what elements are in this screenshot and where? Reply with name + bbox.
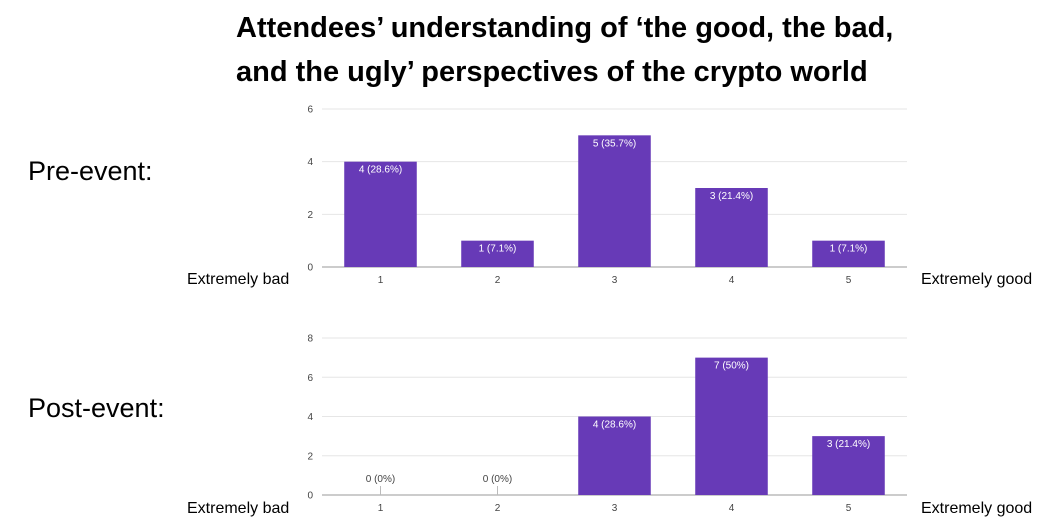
pre-x-tick-label-1: 1 [378, 275, 384, 286]
pre-data-label-3: 5 (35.7%) [593, 138, 636, 149]
pre-bar-5 [812, 240, 885, 267]
post-event-label: Post-event: [28, 393, 165, 423]
pre-x-tick-label-2: 2 [495, 275, 501, 286]
post-data-label-3: 4 (28.6%) [593, 420, 636, 431]
pre-y-tick-label: 6 [307, 105, 313, 116]
pre-x-tick-label-3: 3 [612, 275, 618, 286]
pre-data-label-4: 3 (21.4%) [710, 191, 753, 202]
post-x-tick-label-5: 5 [846, 503, 852, 514]
pre-low-scale-label: Extremely bad [187, 271, 290, 288]
pre-x-tick-label-4: 4 [729, 275, 735, 286]
chart-title-line-1: Attendees’ understanding of ‘the good, t… [236, 12, 894, 44]
post-bar-5 [812, 436, 885, 495]
pre-bar-1 [344, 161, 417, 267]
post-x-tick-label-1: 1 [378, 503, 384, 514]
post-data-label-4: 7 (50%) [714, 361, 749, 372]
post-data-label-2: 0 (0%) [483, 474, 512, 485]
chart-title-line-2: and the ugly’ perspectives of the crypto… [236, 56, 868, 88]
pre-y-tick-label: 2 [307, 210, 313, 221]
post-x-tick-label-2: 2 [495, 503, 501, 514]
pre-bar-4 [695, 188, 768, 267]
pre-high-scale-label: Extremely good [921, 271, 1033, 288]
post-bar-3 [578, 416, 651, 495]
post-high-scale-label: Extremely good [921, 500, 1033, 517]
post-bar-4 [695, 357, 768, 495]
post-data-label-1: 0 (0%) [366, 474, 395, 485]
post-data-label-5: 3 (21.4%) [827, 439, 870, 450]
chart-title: Attendees’ understanding of ‘the good, t… [236, 6, 1036, 94]
post-x-tick-label-4: 4 [729, 503, 735, 514]
pre-y-tick-label: 4 [307, 157, 313, 168]
pre-data-label-5: 1 (7.1%) [830, 244, 868, 255]
pre-y-tick-label: 0 [307, 263, 313, 274]
post-low-scale-label: Extremely bad [187, 500, 290, 517]
post-y-tick-label: 0 [307, 491, 313, 502]
post-y-tick-label: 2 [307, 451, 313, 462]
pre-bar-2 [461, 240, 534, 267]
post-y-tick-label: 6 [307, 373, 313, 384]
pre-data-label-1: 4 (28.6%) [359, 165, 402, 176]
pre-data-label-2: 1 (7.1%) [479, 244, 517, 255]
post-x-tick-label-3: 3 [612, 503, 618, 514]
post-y-tick-label: 4 [307, 412, 313, 423]
pre-x-tick-label-5: 5 [846, 275, 852, 286]
pre-bar-3 [578, 135, 651, 267]
post-y-tick-label: 8 [307, 334, 313, 345]
pre-event-label: Pre-event: [28, 156, 153, 186]
